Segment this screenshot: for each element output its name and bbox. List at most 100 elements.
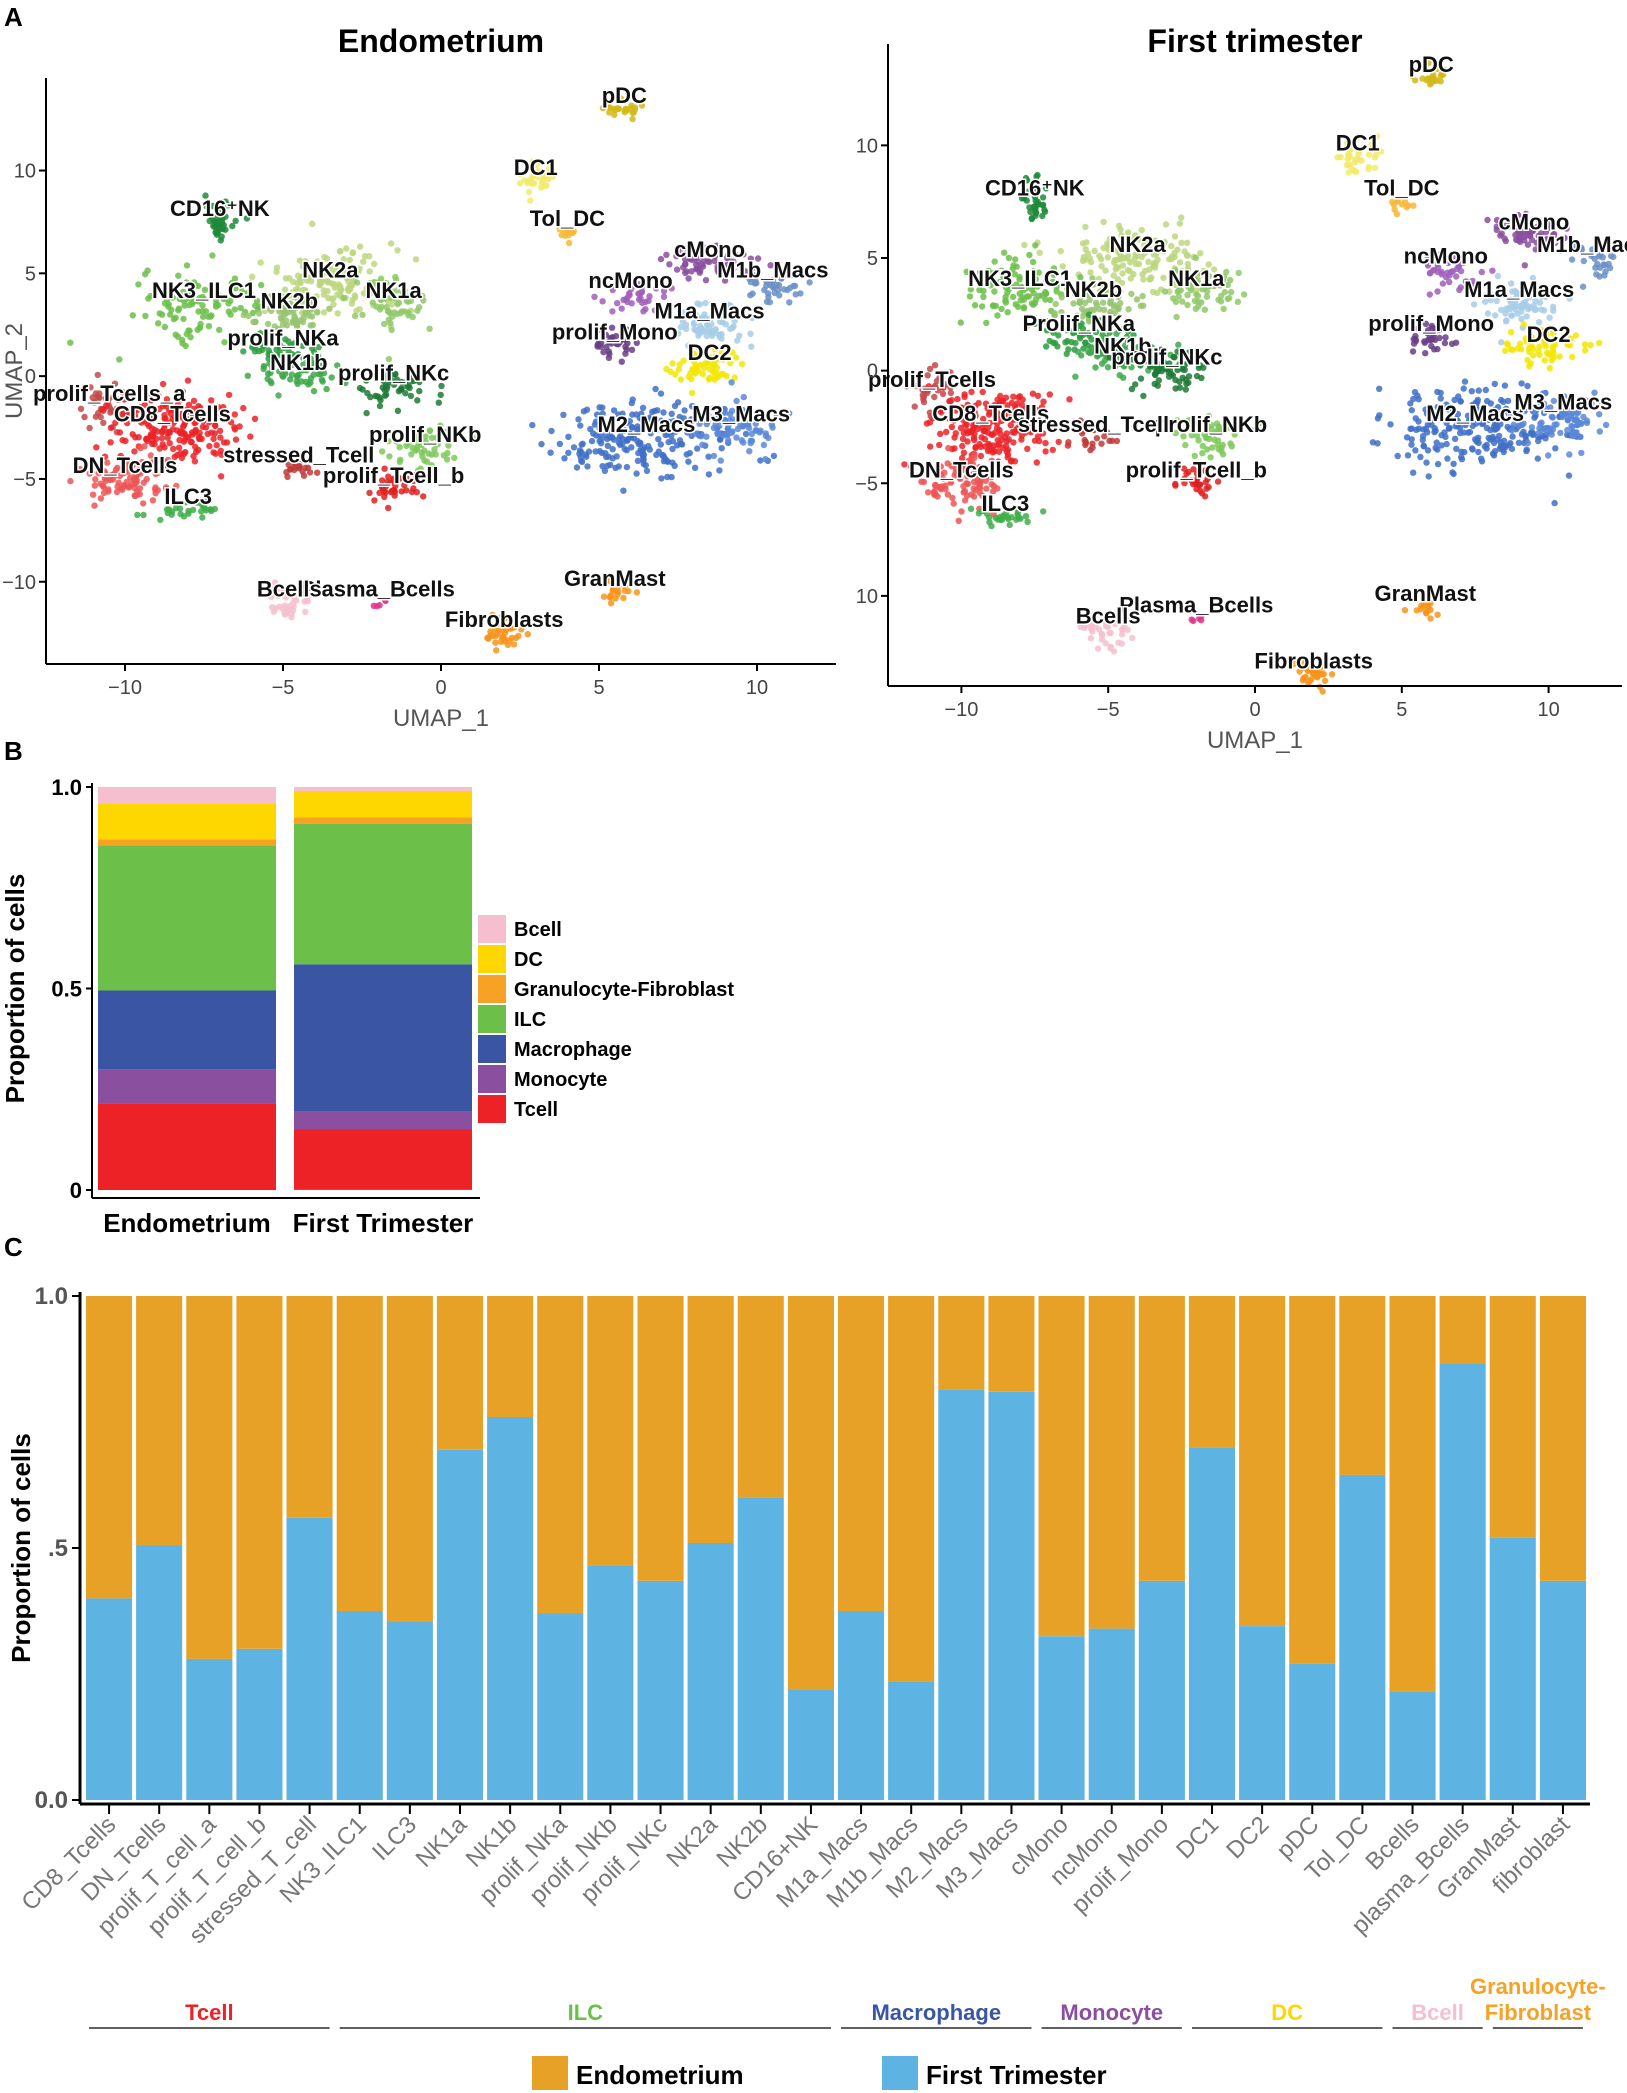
bar-first-trimester-ilc3 (386, 1621, 433, 1800)
umap-point (403, 475, 411, 482)
umap-point (274, 451, 282, 459)
umap-point (1082, 223, 1089, 231)
umap-point (438, 382, 445, 390)
umap-point (1504, 341, 1511, 348)
umap-point (525, 188, 533, 196)
umap-point (1524, 439, 1532, 447)
umap-point (691, 326, 698, 333)
umap-point (164, 456, 172, 464)
umap-point (1505, 441, 1513, 449)
umap-point (443, 456, 451, 463)
umap-point (291, 340, 298, 347)
umap-point (274, 585, 282, 592)
umap-point (1453, 273, 1460, 280)
umap-point (920, 395, 927, 403)
bar-endometrium-prolif-mono (1138, 1296, 1185, 1581)
umap-point (500, 616, 507, 623)
umap-point (746, 448, 753, 455)
umap-title-first-trimester: First trimester (1147, 23, 1362, 59)
umap-point (1427, 615, 1434, 622)
umap-point (323, 385, 330, 393)
umap-point (752, 427, 760, 434)
umap-point (663, 251, 670, 258)
umap-point (1057, 248, 1064, 255)
umap-point (301, 598, 308, 605)
umap-point (1508, 312, 1516, 319)
umap-point (318, 362, 325, 369)
umap-point (932, 482, 939, 489)
umap-point (978, 434, 985, 441)
umap-point (116, 472, 124, 480)
umap-point (614, 300, 621, 307)
umap-point (1535, 430, 1542, 437)
umap-point (469, 434, 476, 441)
umap-point (148, 432, 155, 439)
umap-point (1552, 445, 1559, 452)
umap-point (394, 247, 401, 254)
umap-point (508, 621, 515, 629)
bar-first-trimester-ilc (294, 823, 472, 965)
umap-point (1415, 418, 1422, 425)
umap-point (237, 304, 244, 312)
umap-point (716, 467, 723, 474)
umap-point (1191, 297, 1199, 305)
cluster-label-nk2b: NK2b (1065, 277, 1122, 302)
umap-point (588, 437, 596, 445)
group-label-line: Tcell (185, 2000, 234, 2025)
umap-point (282, 367, 289, 374)
umap-point (1439, 280, 1447, 287)
umap-point (194, 282, 202, 290)
umap-point (658, 475, 665, 482)
umap-point (1491, 448, 1499, 455)
umap-point (1460, 385, 1467, 392)
umap-point (334, 310, 341, 317)
umap-point (1376, 412, 1383, 419)
umap-point (605, 453, 612, 460)
bar-endometrium-prolif-t-cell-a (186, 1296, 233, 1659)
umap-point (1518, 302, 1526, 309)
umap-point (435, 399, 442, 406)
umap-point (314, 352, 322, 360)
umap-point (667, 368, 674, 375)
umap-point (1301, 674, 1308, 681)
umap-point (286, 587, 293, 594)
umap-point (306, 469, 314, 476)
umap-point (1129, 634, 1136, 642)
group-label-tcell: Tcell (185, 2000, 234, 2025)
umap-point (343, 274, 350, 282)
umap-point (1374, 440, 1381, 447)
bar-endometrium-granulocyte-fibroblast (98, 839, 276, 846)
umap-point (112, 466, 120, 473)
umap-point (592, 448, 599, 455)
umap-point (1601, 262, 1609, 269)
umap-point (414, 307, 421, 314)
umap-point (1509, 433, 1516, 440)
umap-point (117, 452, 124, 460)
umap-point (1042, 439, 1049, 447)
bar-endometrium-prolif-nkc (637, 1296, 684, 1581)
bar-first-trimester-m1b-macs (888, 1681, 935, 1800)
umap-point (351, 294, 359, 301)
umap-point (410, 485, 417, 492)
umap-point (1140, 302, 1147, 309)
bar-endometrium-monocyte (98, 1069, 276, 1104)
umap-point (1168, 242, 1175, 250)
umap-point (385, 373, 393, 380)
umap-point (1040, 508, 1047, 515)
umap-point (730, 323, 737, 330)
umap-point (275, 325, 282, 333)
umap-point (228, 279, 235, 287)
cluster-points-cd8-tcells (93, 377, 259, 480)
legend-swatch-bcell (478, 915, 506, 943)
cluster-label-m2-macs: M2_Macs (1426, 401, 1524, 426)
umap-point (596, 404, 603, 411)
umap-point (931, 393, 938, 401)
umap-point (385, 473, 392, 480)
umap-point (565, 239, 573, 247)
umap-point (1581, 341, 1589, 348)
umap-point (315, 344, 322, 351)
umap-point (1468, 388, 1476, 395)
cluster-label-fibroblasts: Fibroblasts (1254, 649, 1373, 674)
bar-first-trimester-nk2b (737, 1497, 784, 1800)
umap-point (187, 334, 194, 341)
